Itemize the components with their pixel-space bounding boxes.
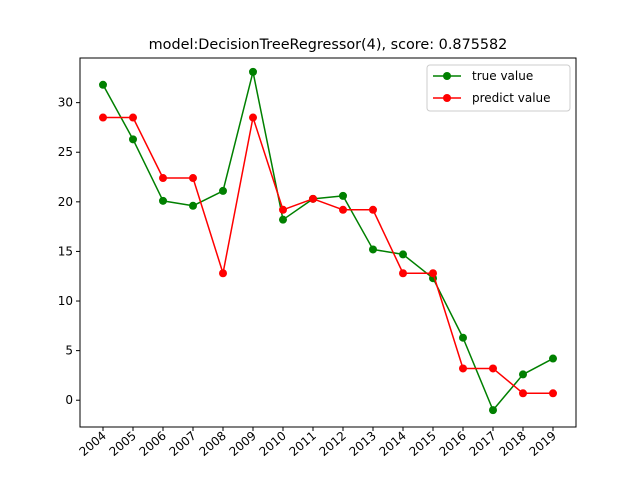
- data-point: [429, 269, 437, 278]
- chart-title: model:DecisionTreeRegressor(4), score: 0…: [149, 37, 508, 53]
- data-point: [489, 364, 497, 373]
- data-point: [99, 80, 107, 89]
- data-point: [369, 245, 377, 254]
- y-tick-label: 20: [58, 195, 73, 209]
- data-point: [459, 364, 467, 373]
- data-point: [519, 370, 527, 379]
- data-point: [219, 186, 227, 195]
- data-point: [159, 174, 167, 183]
- legend-marker: [443, 94, 451, 102]
- data-point: [549, 354, 557, 363]
- y-tick-label: 30: [58, 96, 73, 110]
- data-point: [399, 250, 407, 259]
- data-point: [99, 113, 107, 122]
- data-point: [249, 113, 257, 122]
- data-point: [189, 201, 197, 210]
- data-point: [459, 333, 467, 342]
- data-point: [309, 194, 317, 203]
- y-tick-label: 25: [58, 145, 73, 159]
- data-point: [279, 205, 287, 214]
- data-point: [369, 205, 377, 214]
- y-tick-label: 15: [58, 244, 73, 258]
- data-point: [399, 269, 407, 278]
- y-tick-label: 0: [65, 393, 73, 407]
- data-point: [519, 389, 527, 398]
- data-point: [129, 113, 137, 122]
- y-tick-label: 5: [65, 344, 73, 358]
- y-tick-label: 10: [58, 294, 73, 308]
- data-point: [279, 215, 287, 224]
- data-point: [549, 389, 557, 398]
- legend: true value predict value: [426, 64, 571, 112]
- axes-frame: [79, 57, 577, 428]
- legend-label: true value: [472, 69, 533, 83]
- data-point: [189, 174, 197, 183]
- legend-marker: [443, 72, 451, 80]
- data-point: [159, 196, 167, 205]
- data-point: [339, 191, 347, 200]
- data-point: [129, 135, 137, 144]
- legend-box: [426, 64, 571, 112]
- legend-label: predict value: [472, 91, 551, 105]
- data-point: [219, 269, 227, 278]
- series-line: [103, 116, 553, 395]
- data-point: [339, 205, 347, 214]
- series-line: [102, 71, 554, 411]
- data-point: [249, 67, 257, 76]
- data-point: [489, 406, 497, 415]
